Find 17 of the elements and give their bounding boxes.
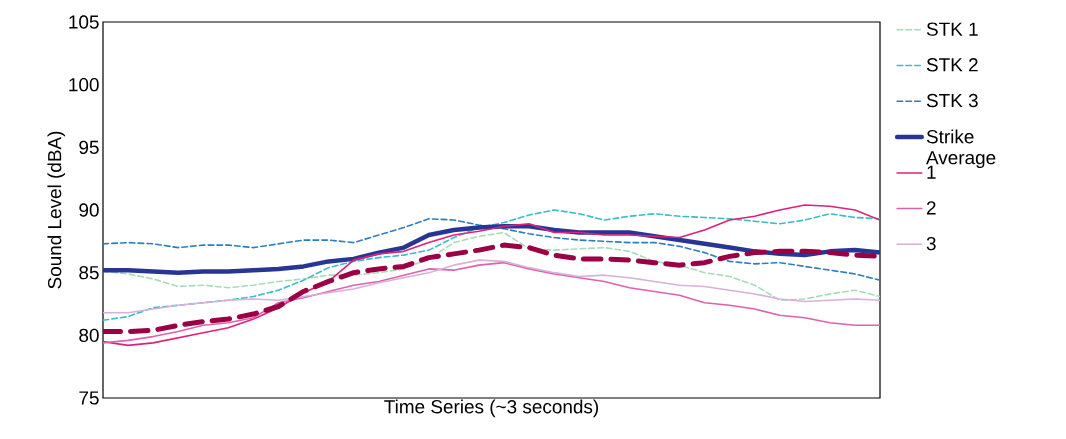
y-tick-label: 80 xyxy=(79,328,99,343)
y-tick-label: 105 xyxy=(69,15,99,29)
line-series xyxy=(103,259,881,314)
legend-label: STK 1 xyxy=(926,22,978,36)
y-axis-title: Sound Level (dBA) xyxy=(47,131,66,289)
x-axis-title: Time Series (~3 seconds) xyxy=(384,399,599,418)
line-series xyxy=(103,209,881,322)
y-tick-label: 95 xyxy=(79,140,99,155)
y-tick-label: 85 xyxy=(79,265,99,280)
legend-label: STK 3 xyxy=(926,93,978,108)
y-tick-label: 90 xyxy=(79,203,99,217)
legend-label: 3 xyxy=(926,236,936,251)
line-series xyxy=(103,217,881,281)
y-tick-label: 75 xyxy=(79,391,99,405)
legend-label: STK 2 xyxy=(926,58,978,72)
y-tick-label: 100 xyxy=(69,77,99,92)
legend-label: 2 xyxy=(926,201,936,215)
